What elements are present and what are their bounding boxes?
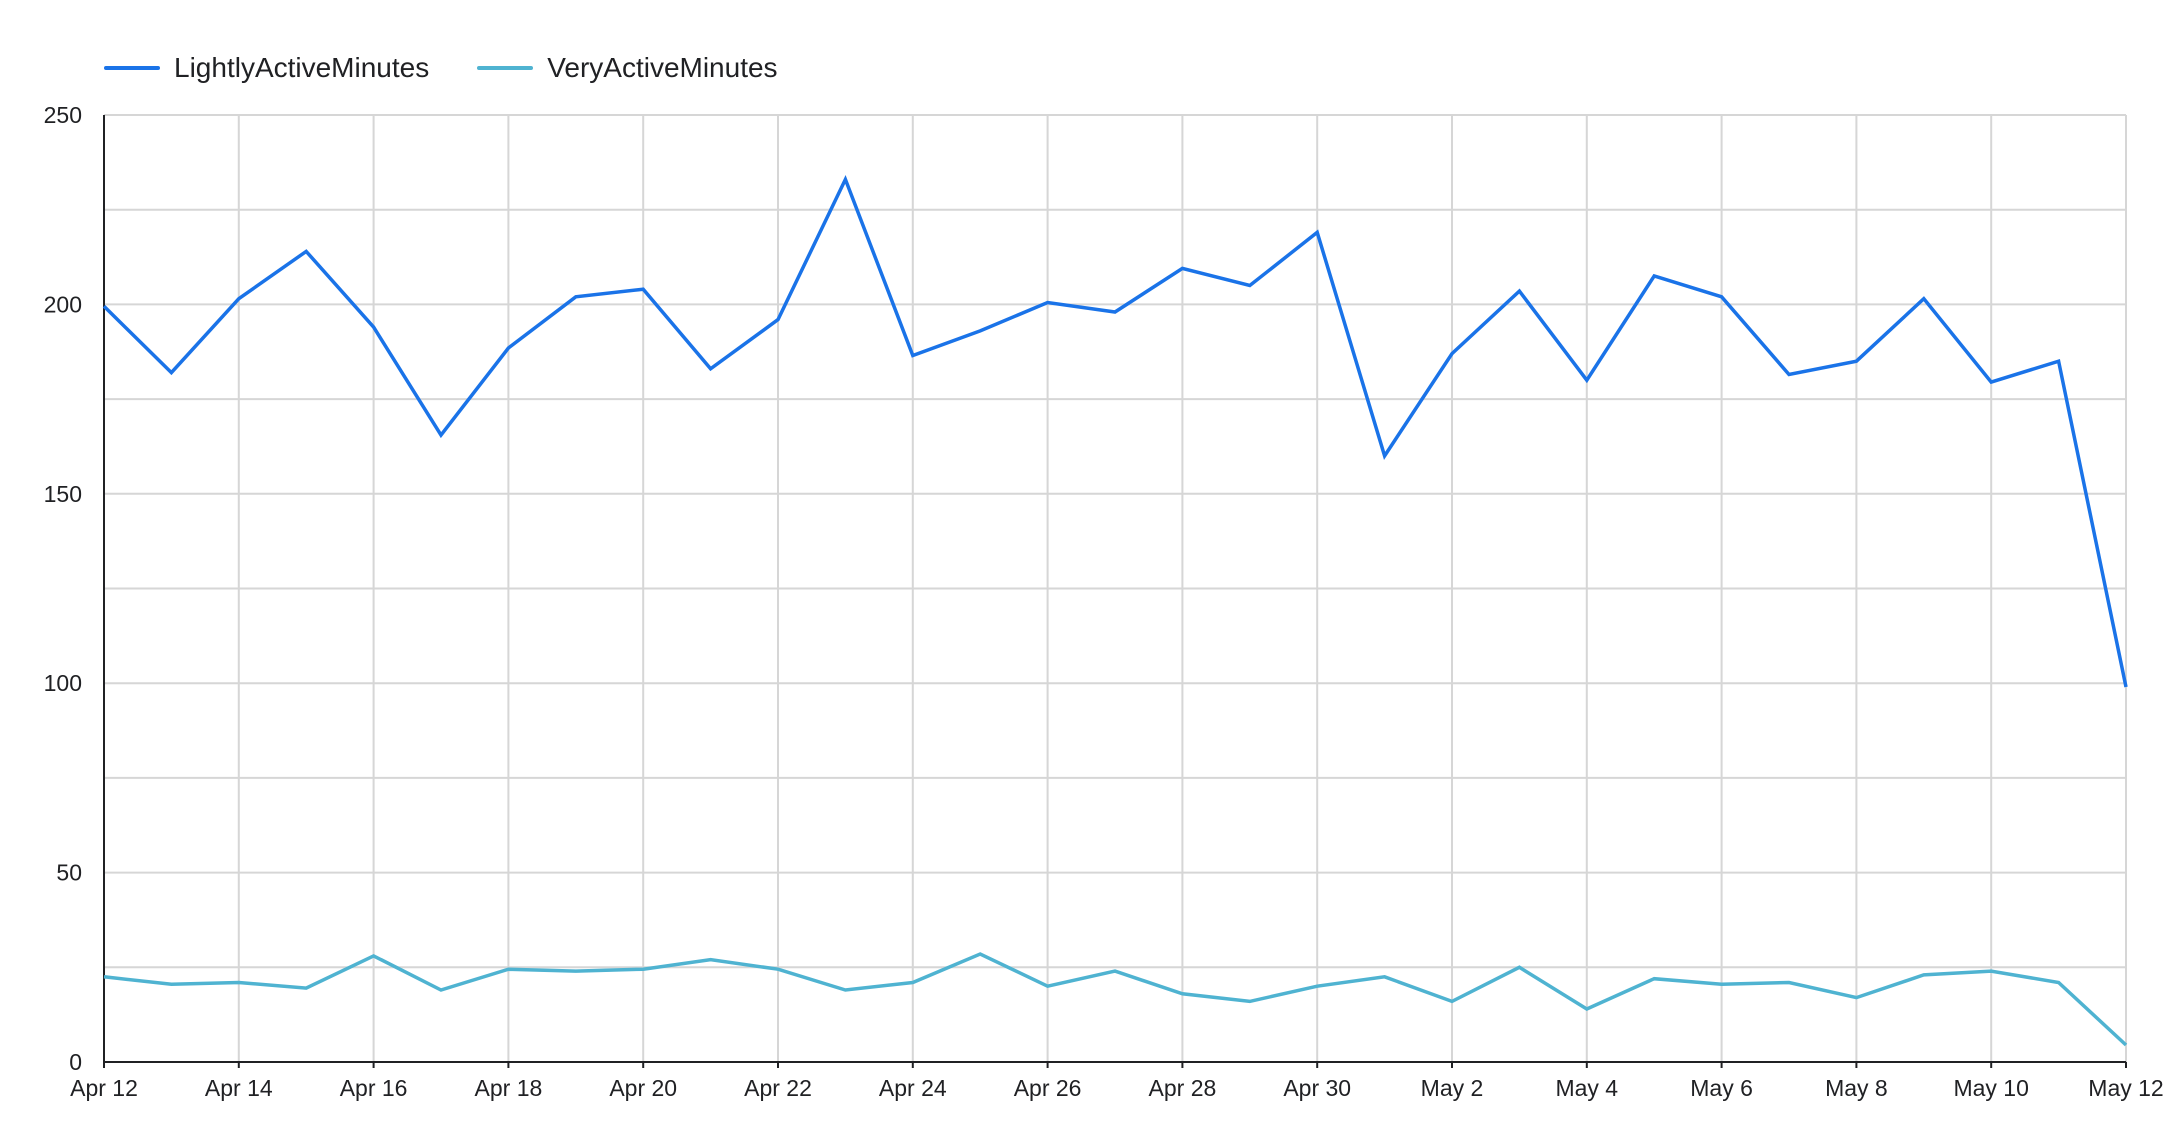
x-tick-label: Apr 28 xyxy=(1149,1075,1217,1101)
x-tick-label: May 4 xyxy=(1555,1075,1618,1101)
series-line-lightly-active xyxy=(102,174,2128,688)
x-tick-label: Apr 26 xyxy=(1014,1075,1082,1101)
x-tick-label: Apr 16 xyxy=(340,1075,408,1101)
x-tick-label: May 2 xyxy=(1421,1075,1484,1101)
legend-label-very-active: VeryActiveMinutes xyxy=(547,52,778,83)
x-tick-label: Apr 30 xyxy=(1283,1075,1351,1101)
x-tick-label: Apr 20 xyxy=(609,1075,677,1101)
series-line-very-active xyxy=(103,952,2128,1047)
legend-item-very-active[interactable]: VeryActiveMinutes xyxy=(477,52,778,84)
legend-swatch-lightly-active xyxy=(104,66,160,70)
grid-layer xyxy=(104,114,2127,1062)
y-tick-label: 200 xyxy=(44,291,82,317)
y-tick-label: 0 xyxy=(69,1049,82,1075)
legend: LightlyActiveMinutes VeryActiveMinutes xyxy=(104,52,778,84)
x-tick-label: May 8 xyxy=(1825,1075,1888,1101)
y-tick-label: 150 xyxy=(44,481,82,507)
label-layer: 0 50 100 150 200 250 Apr 12 Apr 14 Apr 16 Apr 18 A… xyxy=(44,102,2164,1101)
x-tick-label: Apr 14 xyxy=(205,1075,273,1101)
x-tick-label: Apr 18 xyxy=(475,1075,543,1101)
y-tick-label: 250 xyxy=(44,102,82,128)
legend-label-lightly-active: LightlyActiveMinutes xyxy=(174,52,430,83)
x-tick-label: Apr 12 xyxy=(70,1075,138,1101)
y-tick-label: 50 xyxy=(56,860,82,886)
y-tick-label: 100 xyxy=(44,670,82,696)
x-tick-label: Apr 22 xyxy=(744,1075,812,1101)
legend-item-lightly-active[interactable]: LightlyActiveMinutes xyxy=(104,52,429,84)
legend-swatch-very-active xyxy=(477,66,534,70)
x-tick-label: May 6 xyxy=(1690,1075,1753,1101)
x-tick-label: May 12 xyxy=(2088,1075,2163,1101)
x-tick-label: Apr 24 xyxy=(879,1075,947,1101)
series-layer xyxy=(102,174,2128,1047)
axis-layer xyxy=(103,115,2127,1068)
x-tick-label: May 10 xyxy=(1953,1075,2028,1101)
